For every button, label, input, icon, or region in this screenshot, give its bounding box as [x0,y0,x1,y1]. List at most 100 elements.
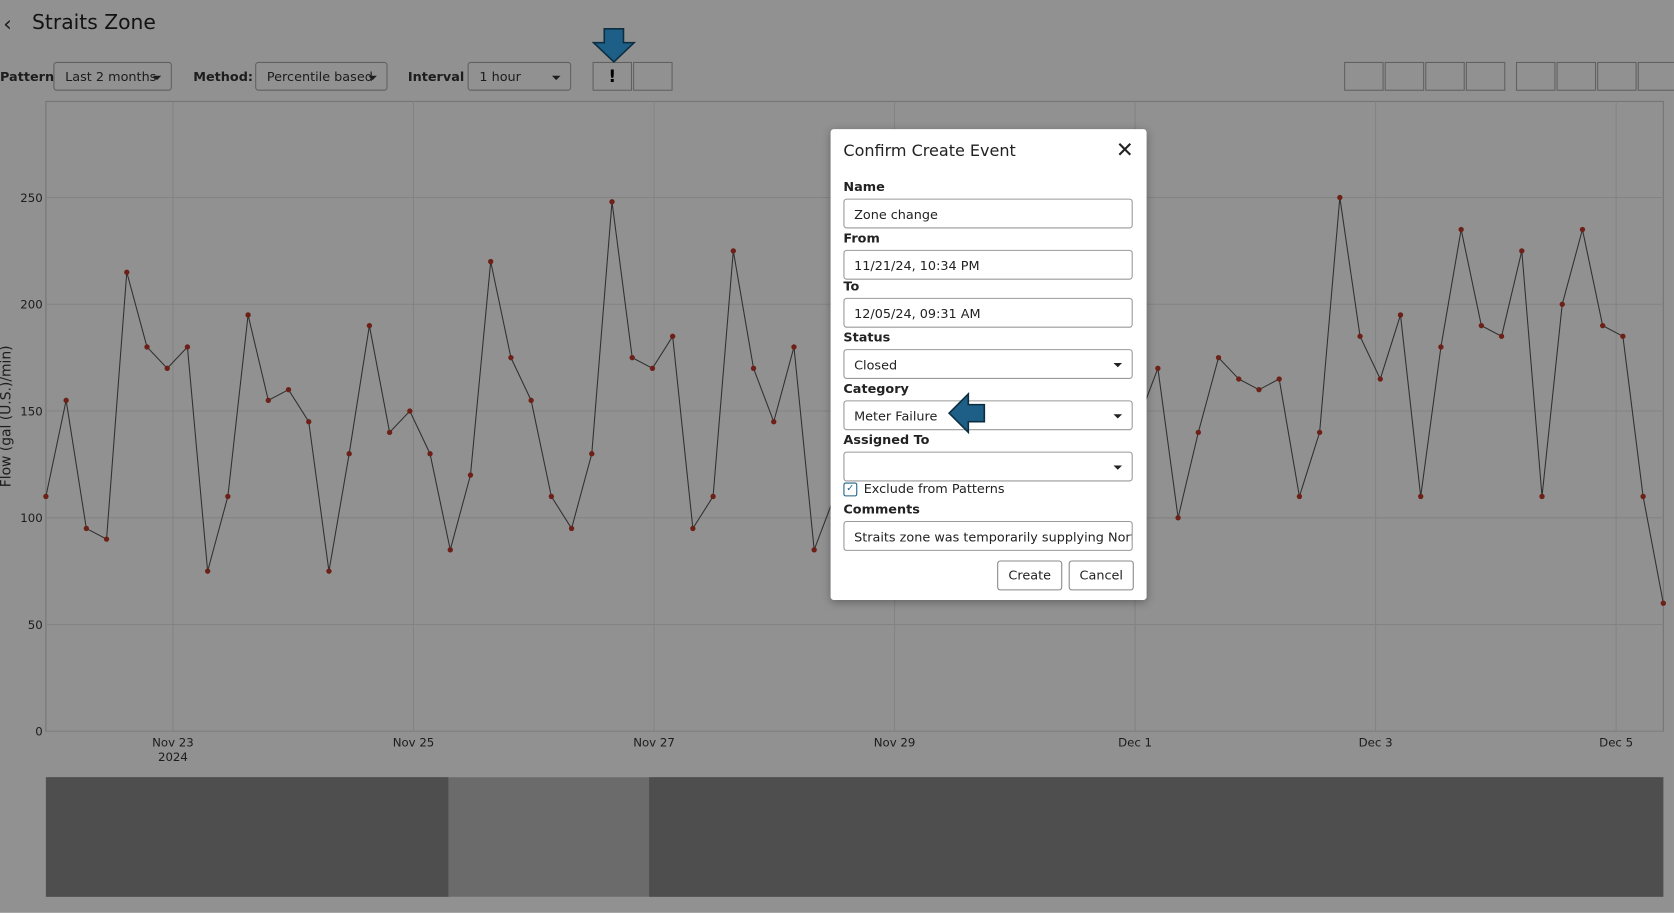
interval-select[interactable]: 1 hour [467,61,572,91]
settings-button[interactable] [1556,61,1597,91]
flow-point [1175,515,1181,521]
flow-point [669,333,676,339]
field-input[interactable]: 11/21/24, 10:34 PM [843,249,1133,280]
checkbox[interactable]: ✓ [843,482,858,497]
flow-point [1337,194,1343,201]
flow-point [710,493,716,500]
field-select[interactable] [843,451,1133,482]
pattern-label: Pattern [0,69,55,85]
compare-button[interactable] [633,61,673,91]
flow-point [1377,376,1383,382]
flow-point [225,493,231,500]
flow-point [1539,493,1545,500]
flow-point [690,525,696,532]
flow-point [326,568,332,574]
flow-point [750,365,757,371]
back-button[interactable]: ‹ [3,10,12,37]
flow-point [1357,333,1363,339]
field-select[interactable]: Closed [843,349,1133,379]
flow-point [1599,322,1606,329]
dialog: Confirm Create Event ✕ Name Zone change Fr… [830,129,1147,600]
field-label: From [843,230,880,246]
more-button[interactable] [1637,61,1674,91]
flow-point [447,547,453,553]
flow-point [1458,226,1464,233]
flow-point [1215,354,1222,361]
overview-mask [649,777,1664,897]
flow-point [124,269,130,275]
x-tick-label: Nov 29 [874,735,916,749]
page-title: Straits Zone [32,10,156,35]
flow-point [1256,387,1262,393]
y-tick-label: 150 [20,404,42,418]
create-button[interactable]: Create [997,560,1063,591]
pattern-select[interactable]: Last 2 months [53,61,172,91]
arrow-down [591,28,637,64]
flow-point [488,258,494,265]
calendar-button[interactable] [1465,61,1506,91]
flow-point [386,429,393,436]
x-tick-label: Nov 27 [633,735,675,749]
end-button[interactable] [1425,61,1465,91]
flow-point [730,248,736,254]
comments-input[interactable]: Straits zone was temporarily supplying N… [843,520,1133,551]
flow-point [346,451,352,457]
flow-point [184,344,191,350]
field-label: Category [843,381,909,397]
y-tick-label: 100 [20,511,42,525]
y-tick-label: 200 [20,298,42,312]
event-button[interactable]: ! [592,61,633,91]
flow-point [771,419,777,425]
flow-point [144,344,150,350]
flow-point [609,199,615,205]
x-year-label: 2024 [158,750,188,764]
flow-point [1155,365,1161,371]
method-select[interactable]: Percentile based [255,61,388,91]
flow-point [568,525,575,532]
field-label: Comments [843,501,920,517]
flow-point [1195,429,1201,436]
field-label: Assigned To [843,432,930,448]
flow-point [1519,248,1525,254]
flow-point [204,568,211,574]
field-select[interactable]: Meter Failure [843,400,1133,431]
y-axis-label: Flow (gal (U.S.)/min) [0,345,15,487]
flow-point [103,536,110,542]
flow-point [1236,376,1242,382]
field-input[interactable]: Zone change [843,198,1133,229]
cancel-button[interactable]: Cancel [1068,560,1134,591]
y-tick-label: 50 [28,618,43,632]
flow-point [1498,333,1505,339]
checkbox-label: Exclude from Patterns [863,481,1005,497]
flow-point [1660,600,1666,606]
flow-point [1438,344,1444,350]
close-button[interactable]: ✕ [1115,136,1134,163]
field-label: To [843,278,860,294]
download-button[interactable] [1597,61,1637,91]
flow-point [649,365,656,371]
flow-point [83,525,90,532]
flow-point [467,472,474,478]
flow-point [1620,333,1626,339]
next-button[interactable] [1384,61,1425,91]
flow-point [528,397,534,404]
flow-point [245,312,251,318]
field-input[interactable]: 12/05/24, 09:31 AM [843,297,1133,328]
x-tick-label: Dec 1 [1118,735,1152,749]
flow-point [407,408,413,414]
flow-point [306,419,312,425]
view-button[interactable] [1515,61,1556,91]
flow-point [1640,493,1646,500]
flow-point [366,322,373,329]
x-tick-label: Dec 3 [1359,735,1393,749]
flow-point [1559,301,1565,307]
flow-point [629,354,635,361]
flow-point [164,365,170,371]
method-label: Method: [193,69,254,85]
flow-point [1418,493,1424,500]
flow-point [791,344,797,350]
prev-button[interactable] [1344,61,1384,91]
